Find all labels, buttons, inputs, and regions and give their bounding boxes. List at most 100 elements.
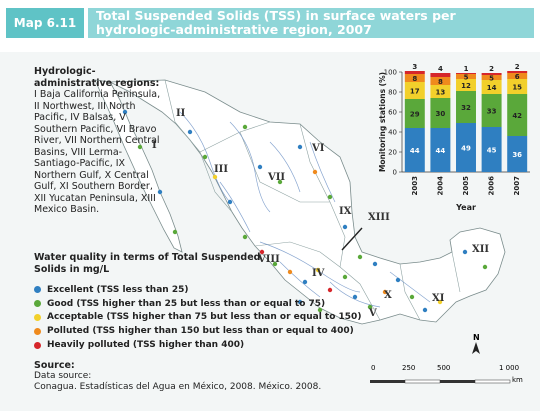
quality-legend-label: Heavily polluted (TSS higher than 400) [47,340,245,351]
bar-value-label: 8 [438,78,443,86]
region-xiii-pointer [341,227,363,251]
region-label-xiii: XIII [368,212,390,223]
region-label-iv: IV [312,268,325,279]
x-tick-label: 2003 [411,176,419,196]
bar-segment [481,75,502,80]
x-tick-label: 2005 [462,176,470,196]
regions-legend: Hydrologic-administrative regions: I Baj… [34,66,164,216]
y-axis-label: Monitoring stations (%) [378,72,387,172]
y-tick-label: 40 [388,129,397,137]
region-label-ix: IX [339,206,352,217]
bar-value-label: 44 [410,147,420,155]
bar-value-label: 13 [436,89,446,97]
bar-value-label: 4 [438,65,443,73]
bar-value-label: 17 [410,88,420,96]
bar-segment [430,98,451,128]
map-number-tag: Map 6.11 [6,8,84,38]
scale-tick-0: 0 [371,364,376,372]
bar-value-label: 15 [512,84,522,92]
bar-value-label: 29 [410,111,420,119]
bar-value-label: 14 [487,84,497,92]
quality-legend-label: Excellent (TSS less than 25) [47,284,189,295]
region-label-iii: III [214,164,229,175]
bar-value-label: 32 [461,104,471,112]
y-tick-label: 60 [388,109,397,117]
rivers [179,111,431,308]
quality-legend-label: Good (TSS higher than 25 but less than o… [47,298,326,309]
legend-dot-icon [34,313,41,321]
region-label-i: I [152,140,157,151]
bar-segment [507,79,528,94]
bar-value-label: 12 [461,82,471,90]
legend-dot-icon [34,327,41,335]
monitoring-points [122,109,488,313]
region-boundaries [164,79,461,321]
region-label-xii: XII [472,244,490,255]
x-tick-label: 2007 [513,176,521,196]
bar-value-label: 33 [487,108,497,116]
bar-segment [507,94,528,136]
bar-segment [404,74,425,82]
bar-value-label: 36 [512,151,522,159]
bar-segment [456,73,476,74]
legend-dot-icon [34,286,41,294]
quality-legend-item: Polluted (TSS higher than 150 but less t… [34,324,361,338]
region-label-v: V [369,308,377,319]
bar-value-label: 44 [436,147,446,155]
bar-segment [507,73,528,79]
bar-value-label: 6 [515,73,520,81]
region-label-x: X [384,290,392,301]
bar-segment [456,123,476,172]
bar-value-label: 1 [464,65,469,73]
bar-segment [404,71,425,74]
bar-segment [456,74,476,79]
mexico-map [94,79,511,384]
region-label-vi: VI [312,143,325,154]
scale-tick-500: 500 [437,364,451,372]
quality-legend-item: Heavily polluted (TSS higher than 400) [34,338,361,352]
header: Map 6.11 Total Suspended Solids (TSS) in… [0,0,540,46]
bar-segment [507,136,528,172]
source-line-1: Data source: [34,371,92,381]
y-tick-label: 100 [384,69,397,77]
x-tick-label: 2006 [488,176,496,196]
bar-segment [430,77,451,85]
north-arrow-icon [472,342,480,354]
bar-value-label: 3 [412,63,417,71]
legend-dot-icon [34,300,41,308]
bar-value-label: 2 [515,63,520,71]
bar-segment [481,94,502,127]
quality-legend-item: Excellent (TSS less than 25) [34,283,361,297]
region-label-xi: XI [432,293,445,304]
bar-segment [430,73,451,77]
region-label-ii: II [176,108,186,119]
regions-legend-text: I Baja California Peninsula, II Northwes… [34,89,161,215]
y-tick-label: 0 [393,169,397,177]
quality-legend: Excellent (TSS less than 25) Good (TSS hi… [34,283,361,352]
bar-segment [456,79,476,91]
quality-legend-item: Good (TSS higher than 25 but less than o… [34,297,361,311]
bar-value-label: 42 [512,112,522,120]
bar-segment [481,127,502,172]
bar-segment [404,128,425,172]
bar-segment [481,80,502,94]
regions-legend-heading: Hydrologic-administrative regions: [34,66,160,89]
bar-value-label: 49 [461,145,471,153]
quality-legend-item: Acceptable (TSS higher than 75 but less … [34,311,361,325]
bar-value-label: 8 [412,75,417,83]
scale-tick-1000: 1 000 [499,364,520,372]
bar-segment [507,71,528,73]
x-axis-label: Year [455,203,476,212]
x-tick-label: 2004 [436,176,444,196]
scale-tick-250: 250 [402,364,416,372]
source-block: Source: Data source: Conagua. Estadístic… [34,360,354,393]
quality-legend-label: Acceptable (TSS higher than 75 but less … [47,312,362,323]
bar-segment [430,85,451,98]
scale-bar [370,379,511,384]
bar-segment [481,73,502,75]
quality-legend-label: Polluted (TSS higher than 150 but less t… [47,326,354,337]
source-heading: Source: [34,360,75,371]
bar-segment [430,128,451,172]
bar-value-label: 45 [487,147,497,155]
